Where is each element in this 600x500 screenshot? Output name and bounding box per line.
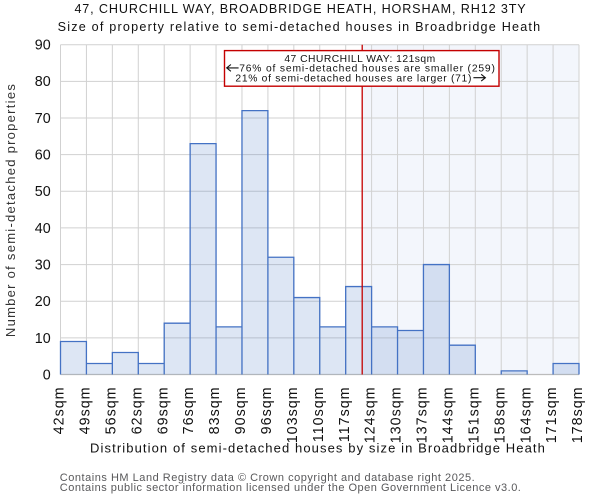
svg-text:47 CHURCHILL WAY: 121sqm: 47 CHURCHILL WAY: 121sqm (284, 54, 435, 65)
svg-text:164sqm: 164sqm (518, 386, 534, 443)
svg-text:21% of semi-detached houses ar: 21% of semi-detached houses are larger (… (235, 73, 472, 84)
svg-text:Distribution of semi-detached: Distribution of semi-detached houses by … (90, 441, 546, 456)
svg-text:137sqm: 137sqm (415, 386, 431, 443)
svg-text:47, CHURCHILL WAY, BROADBRIDGE: 47, CHURCHILL WAY, BROADBRIDGE HEATH, HO… (74, 2, 526, 16)
svg-text:80: 80 (35, 74, 51, 90)
svg-text:158sqm: 158sqm (492, 386, 508, 443)
svg-text:10: 10 (35, 331, 51, 347)
svg-text:124sqm: 124sqm (363, 386, 379, 443)
svg-text:103sqm: 103sqm (285, 386, 301, 443)
svg-text:117sqm: 117sqm (337, 386, 353, 442)
svg-text:90sqm: 90sqm (233, 386, 249, 434)
svg-text:171sqm: 171sqm (544, 386, 560, 443)
svg-text:56sqm: 56sqm (103, 386, 119, 434)
svg-text:144sqm: 144sqm (440, 386, 456, 443)
svg-text:49sqm: 49sqm (78, 386, 94, 434)
svg-text:0: 0 (43, 367, 51, 383)
svg-text:110sqm: 110sqm (311, 386, 327, 442)
svg-text:60: 60 (35, 148, 51, 164)
svg-text:62sqm: 62sqm (129, 386, 145, 434)
svg-text:50: 50 (35, 184, 51, 200)
svg-text:130sqm: 130sqm (389, 386, 405, 443)
svg-text:Contains HM Land Registry data: Contains HM Land Registry data © Crown c… (60, 472, 475, 484)
svg-text:20: 20 (35, 294, 51, 310)
svg-text:30: 30 (35, 257, 51, 273)
svg-text:69sqm: 69sqm (155, 386, 171, 434)
svg-text:83sqm: 83sqm (207, 386, 223, 434)
svg-text:40: 40 (35, 221, 51, 237)
svg-text:178sqm: 178sqm (570, 386, 586, 443)
svg-text:42sqm: 42sqm (52, 386, 68, 434)
svg-text:151sqm: 151sqm (466, 386, 482, 443)
svg-text:90: 90 (35, 38, 51, 54)
svg-text:Size of property relative to s: Size of property relative to semi-detach… (58, 20, 542, 34)
svg-text:76sqm: 76sqm (181, 386, 197, 434)
svg-text:70: 70 (35, 111, 51, 127)
svg-text:76% of semi-detached houses ar: 76% of semi-detached houses are smaller … (239, 64, 496, 75)
svg-text:Contains public sector informa: Contains public sector information licen… (60, 482, 522, 494)
svg-text:96sqm: 96sqm (259, 386, 275, 434)
svg-text:Number of semi-detached proper: Number of semi-detached properties (3, 83, 18, 337)
